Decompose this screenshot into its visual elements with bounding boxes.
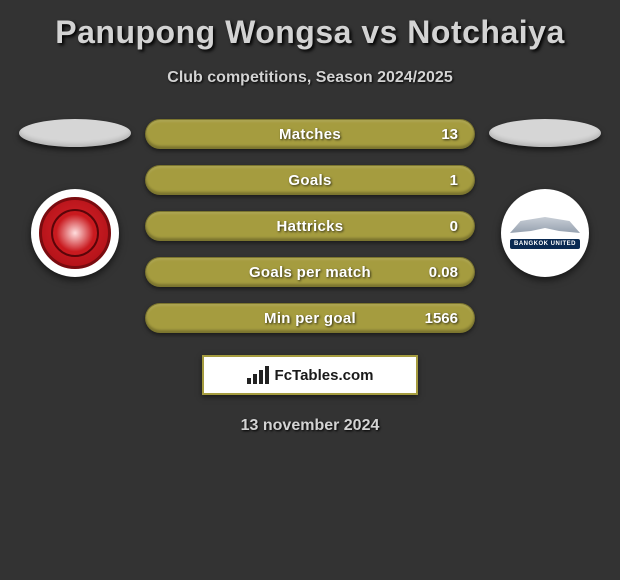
stat-label: Goals per match — [249, 264, 371, 281]
stat-label: Min per goal — [264, 310, 356, 327]
player-right-column: BANGKOK UNITED — [485, 119, 605, 277]
player-left-column — [15, 119, 135, 277]
club-badge-left-ring — [39, 197, 111, 269]
stat-value: 1566 — [425, 310, 458, 327]
stat-label: Matches — [279, 126, 341, 143]
stats-bars: Matches 13 Goals 1 Hattricks 0 Goals per… — [135, 119, 485, 333]
brand-banner: FcTables.com — [202, 355, 418, 395]
comparison-row: Matches 13 Goals 1 Hattricks 0 Goals per… — [0, 119, 620, 333]
stat-bar-min-per-goal: Min per goal 1566 — [145, 303, 475, 333]
bar-chart-icon — [247, 366, 269, 384]
club-badge-left — [31, 189, 119, 277]
footer-date: 13 november 2024 — [0, 417, 620, 435]
club-badge-right-inner: BANGKOK UNITED — [506, 212, 584, 254]
player-left-silhouette — [19, 119, 131, 147]
stat-label: Goals — [288, 172, 331, 189]
stat-bar-goals-per-match: Goals per match 0.08 — [145, 257, 475, 287]
brand-text: FcTables.com — [275, 367, 374, 384]
wings-icon — [510, 217, 580, 237]
page-subtitle: Club competitions, Season 2024/2025 — [0, 69, 620, 87]
player-right-silhouette — [489, 119, 601, 147]
stat-bar-goals: Goals 1 — [145, 165, 475, 195]
stat-value: 0.08 — [429, 264, 458, 281]
stat-bar-hattricks: Hattricks 0 — [145, 211, 475, 241]
club-badge-right: BANGKOK UNITED — [501, 189, 589, 277]
stat-value: 1 — [450, 172, 458, 189]
club-badge-left-core — [51, 209, 99, 257]
infographic-root: Panupong Wongsa vs Notchaiya Club compet… — [0, 0, 620, 435]
stat-label: Hattricks — [277, 218, 344, 235]
page-title: Panupong Wongsa vs Notchaiya — [0, 14, 620, 51]
stat-value: 0 — [450, 218, 458, 235]
stat-value: 13 — [441, 126, 458, 143]
stat-bar-matches: Matches 13 — [145, 119, 475, 149]
club-right-label: BANGKOK UNITED — [510, 239, 580, 249]
